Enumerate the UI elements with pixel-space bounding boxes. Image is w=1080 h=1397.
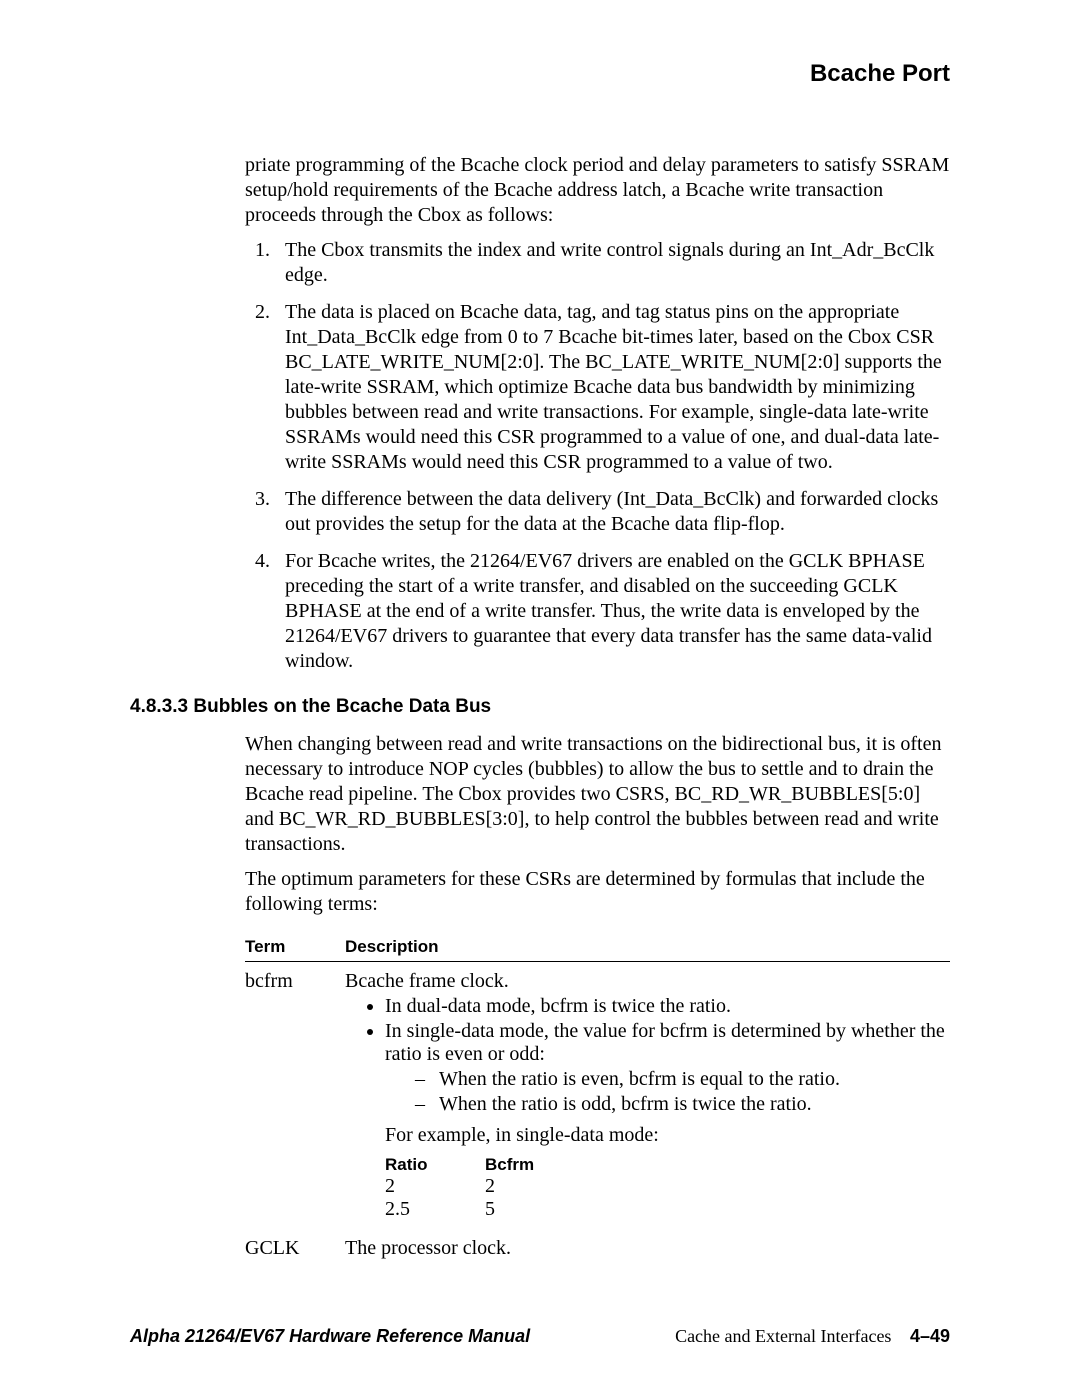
- dash-item: When the ratio is even, bcfrm is equal t…: [415, 1068, 950, 1091]
- list-item: The data is placed on Bcache data, tag, …: [275, 300, 950, 475]
- table-row: GCLK The processor clock.: [245, 1237, 950, 1260]
- ratio-cell: 2: [385, 1175, 485, 1198]
- desc-cell: The processor clock.: [345, 1237, 950, 1260]
- list-item: The difference between the data delivery…: [275, 487, 950, 537]
- numbered-list: The Cbox transmits the index and write c…: [245, 238, 950, 674]
- table-row: bcfrm Bcache frame clock. In dual-data m…: [245, 970, 950, 1227]
- desc-cell: Bcache frame clock. In dual-data mode, b…: [345, 970, 950, 1227]
- body-content: priate programming of the Bcache clock p…: [245, 153, 950, 674]
- bullet-item: In single-data mode, the value for bcfrm…: [385, 1020, 950, 1116]
- ratio-row: 2 2: [385, 1175, 950, 1198]
- term-cell: GCLK: [245, 1237, 345, 1260]
- footer-chapter: Cache and External Interfaces 4–49: [675, 1326, 950, 1347]
- ratio-header-row: Ratio Bcfrm: [385, 1155, 950, 1175]
- page: Bcache Port priate programming of the Bc…: [0, 0, 1080, 1397]
- list-item: The Cbox transmits the index and write c…: [275, 238, 950, 288]
- table-header-row: Term Description: [245, 937, 950, 962]
- ratio-row: 2.5 5: [385, 1198, 950, 1221]
- footer-chapter-text: Cache and External Interfaces: [675, 1326, 891, 1346]
- ratio-cell: 2.5: [385, 1198, 485, 1221]
- page-footer: Alpha 21264/EV67 Hardware Reference Manu…: [130, 1326, 950, 1347]
- ratio-cell: 2: [485, 1175, 585, 1198]
- subsection-p2: The optimum parameters for these CSRs ar…: [245, 867, 950, 917]
- dash-list: When the ratio is even, bcfrm is equal t…: [415, 1068, 950, 1116]
- footer-manual-title: Alpha 21264/EV67 Hardware Reference Manu…: [130, 1326, 530, 1347]
- header-title: Bcache Port: [130, 60, 950, 88]
- list-item: For Bcache writes, the 21264/EV67 driver…: [275, 549, 950, 674]
- subsection-p1: When changing between read and write tra…: [245, 732, 950, 857]
- bullet-item: In dual-data mode, bcfrm is twice the ra…: [385, 995, 950, 1018]
- example-lead: For example, in single-data mode:: [385, 1124, 950, 1147]
- desc-line: Bcache frame clock.: [345, 970, 950, 993]
- subsection-body: When changing between read and write tra…: [245, 732, 950, 917]
- ratio-col-head: Bcfrm: [485, 1155, 585, 1175]
- table-header-desc: Description: [345, 937, 950, 957]
- intro-paragraph: priate programming of the Bcache clock p…: [245, 153, 950, 228]
- bullet-text: In single-data mode, the value for bcfrm…: [385, 1020, 945, 1065]
- dash-item: When the ratio is odd, bcfrm is twice th…: [415, 1093, 950, 1116]
- bullet-list: In dual-data mode, bcfrm is twice the ra…: [385, 995, 950, 1116]
- ratio-col-head: Ratio: [385, 1155, 485, 1175]
- table-header-term: Term: [245, 937, 345, 957]
- subsection-heading: 4.8.3.3 Bubbles on the Bcache Data Bus: [130, 696, 950, 718]
- ratio-table: Ratio Bcfrm 2 2 2.5 5: [385, 1155, 950, 1221]
- ratio-cell: 5: [485, 1198, 585, 1221]
- term-cell: bcfrm: [245, 970, 345, 1227]
- footer-page-number: 4–49: [910, 1326, 950, 1346]
- term-table: Term Description bcfrm Bcache frame cloc…: [245, 937, 950, 1260]
